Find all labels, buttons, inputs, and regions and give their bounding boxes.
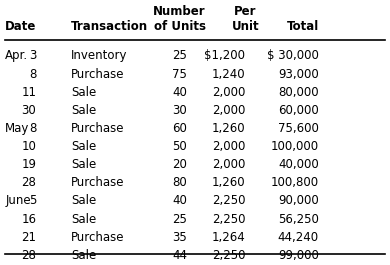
Text: Purchase: Purchase — [71, 68, 124, 81]
Text: 56,250: 56,250 — [278, 213, 319, 226]
Text: 2,250: 2,250 — [212, 213, 245, 226]
Text: 21: 21 — [21, 231, 36, 244]
Text: Purchase: Purchase — [71, 122, 124, 135]
Text: 100,800: 100,800 — [271, 176, 319, 189]
Text: 10: 10 — [21, 140, 36, 153]
Text: 35: 35 — [172, 231, 187, 244]
Text: 30: 30 — [21, 104, 36, 117]
Text: 75,600: 75,600 — [278, 122, 319, 135]
Text: Sale: Sale — [71, 213, 96, 226]
Text: 25: 25 — [172, 213, 187, 226]
Text: 99,000: 99,000 — [278, 249, 319, 262]
Text: 50: 50 — [172, 140, 187, 153]
Text: 8: 8 — [29, 68, 36, 81]
Text: Sale: Sale — [71, 158, 96, 171]
Text: Purchase: Purchase — [71, 176, 124, 189]
Text: 1,240: 1,240 — [212, 68, 245, 81]
Text: 2,000: 2,000 — [212, 104, 245, 117]
Text: 2,250: 2,250 — [212, 195, 245, 207]
Text: 40: 40 — [172, 195, 187, 207]
Text: 60,000: 60,000 — [278, 104, 319, 117]
Text: 1,264: 1,264 — [212, 231, 245, 244]
Text: 80,000: 80,000 — [278, 86, 319, 99]
Text: 40,000: 40,000 — [278, 158, 319, 171]
Text: 2,000: 2,000 — [212, 158, 245, 171]
Text: 28: 28 — [21, 249, 36, 262]
Text: 90,000: 90,000 — [278, 195, 319, 207]
Text: Sale: Sale — [71, 104, 96, 117]
Text: 2,250: 2,250 — [212, 249, 245, 262]
Text: 20: 20 — [172, 158, 187, 171]
Text: 80: 80 — [172, 176, 187, 189]
Text: 2,000: 2,000 — [212, 140, 245, 153]
Text: 2,000: 2,000 — [212, 86, 245, 99]
Text: June: June — [5, 195, 31, 207]
Text: Per
Unit: Per Unit — [232, 5, 259, 33]
Text: Apr.: Apr. — [5, 50, 28, 63]
Text: Sale: Sale — [71, 140, 96, 153]
Text: Sale: Sale — [71, 86, 96, 99]
Text: 44,240: 44,240 — [278, 231, 319, 244]
Text: Sale: Sale — [71, 249, 96, 262]
Text: Date: Date — [5, 20, 37, 33]
Text: 16: 16 — [21, 213, 36, 226]
Text: 60: 60 — [172, 122, 187, 135]
Text: 100,000: 100,000 — [271, 140, 319, 153]
Text: Transaction: Transaction — [71, 20, 148, 33]
Text: $1,200: $1,200 — [204, 50, 245, 63]
Text: 3: 3 — [29, 50, 36, 63]
Text: 11: 11 — [21, 86, 36, 99]
Text: 75: 75 — [172, 68, 187, 81]
Text: 25: 25 — [172, 50, 187, 63]
Text: Purchase: Purchase — [71, 231, 124, 244]
Text: 1,260: 1,260 — [212, 122, 245, 135]
Text: Total: Total — [287, 20, 319, 33]
Text: Inventory: Inventory — [71, 50, 128, 63]
Text: $ 30,000: $ 30,000 — [267, 50, 319, 63]
Text: 40: 40 — [172, 86, 187, 99]
Text: 19: 19 — [21, 158, 36, 171]
Text: 8: 8 — [29, 122, 36, 135]
Text: 30: 30 — [172, 104, 187, 117]
Text: 5: 5 — [29, 195, 36, 207]
Text: 44: 44 — [172, 249, 187, 262]
Text: 93,000: 93,000 — [278, 68, 319, 81]
Text: Sale: Sale — [71, 195, 96, 207]
Text: 1,260: 1,260 — [212, 176, 245, 189]
Text: May: May — [5, 122, 30, 135]
Text: 28: 28 — [21, 176, 36, 189]
Text: Number
of Units: Number of Units — [153, 5, 206, 33]
